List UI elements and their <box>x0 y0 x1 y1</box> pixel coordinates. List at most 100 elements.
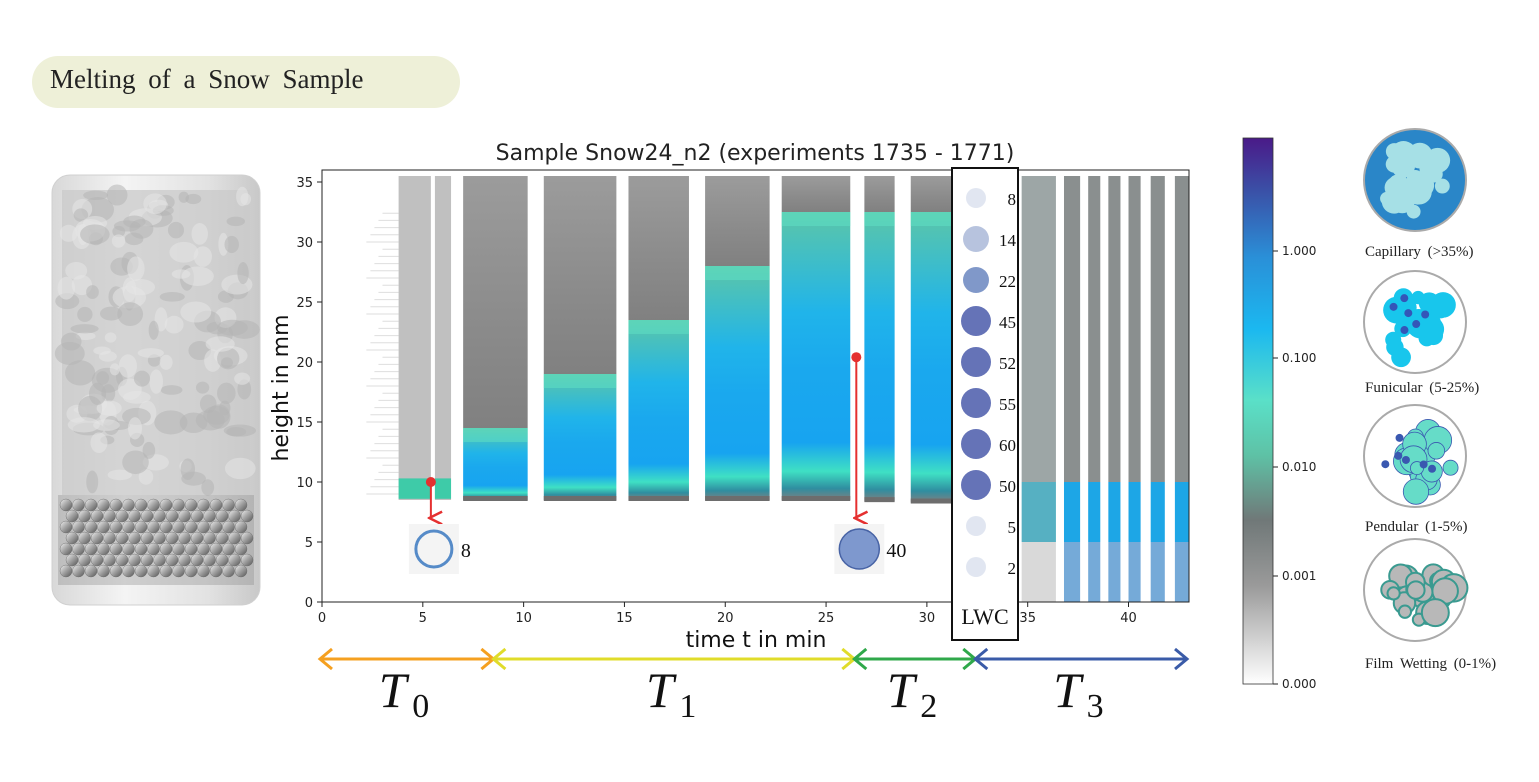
colorbar-tick-label: 0.000 <box>1282 677 1316 691</box>
lwc-value: 52 <box>999 354 1016 373</box>
regime-grain <box>1390 141 1417 168</box>
x-tick-label: 15 <box>616 611 633 626</box>
y-tick-label: 25 <box>296 296 313 311</box>
regime-grain <box>1431 301 1450 319</box>
regime-grain <box>1386 586 1401 601</box>
lwc-disc <box>961 429 991 459</box>
regime-diagram: Capillary (>35%) <box>1363 128 1474 260</box>
lwc-value: 5 <box>1008 518 1017 537</box>
regime-grain <box>1391 347 1411 368</box>
phase-subscript: 0 <box>412 688 429 725</box>
x-tick-label: 0 <box>318 611 326 626</box>
lwc-label: LWC <box>961 604 1008 629</box>
y-tick-label: 30 <box>296 236 313 251</box>
regime-label: Capillary (>35%) <box>1365 244 1474 260</box>
regime-legend: Capillary (>35%) Funicular (5-25%) Pendula… <box>1363 128 1496 672</box>
regime-pore <box>1412 320 1421 329</box>
x-tick-label: 20 <box>717 611 734 626</box>
x-tick-label: 40 <box>1120 611 1137 626</box>
y-tick-label: 10 <box>296 476 313 491</box>
regime-pore <box>1428 464 1437 473</box>
heatmap-column <box>434 176 452 500</box>
regime-grain <box>1385 331 1402 348</box>
phase-subscript: 3 <box>1087 688 1104 725</box>
phase-label: T <box>1053 662 1084 718</box>
regime-pore <box>1401 455 1410 464</box>
regime-label: Film Wetting (0-1%) <box>1365 656 1496 672</box>
heatmap-chart: Sample Snow24_n2 (experiments 1735 - 177… <box>269 141 1190 653</box>
regime-pore <box>1400 294 1409 303</box>
x-axis-label: time t in min <box>686 628 827 653</box>
phase-head-left <box>317 647 333 671</box>
x-tick-label: 30 <box>919 611 936 626</box>
phase-head-right <box>1174 647 1190 671</box>
y-tick-label: 15 <box>296 416 313 431</box>
heatmap-column <box>1063 176 1081 602</box>
snow-sample-cylinder <box>51 174 261 606</box>
lwc-disc <box>961 470 991 500</box>
lwc-disc <box>966 188 986 208</box>
lwc-disc <box>961 347 991 377</box>
lwc-disc <box>966 516 986 536</box>
lwc-value: 60 <box>999 436 1016 455</box>
colorbar-tick-label: 0.010 <box>1282 460 1316 474</box>
y-axis-label: height in mm <box>269 314 294 461</box>
regime-grain <box>1420 598 1450 628</box>
lwc-value: 2 <box>1008 559 1017 578</box>
page-title: Melting of a Snow Sample <box>50 64 364 94</box>
phase-label: T <box>379 662 410 718</box>
heatmap-bands <box>366 176 1189 602</box>
y-tick-label: 20 <box>296 356 313 371</box>
regime-pore <box>1419 460 1428 469</box>
regime-grain <box>1402 478 1430 505</box>
lwc-value: 8 <box>1008 190 1017 209</box>
heatmap-column <box>1021 176 1056 602</box>
regime-label: Pendular (1-5%) <box>1365 519 1468 535</box>
inset-marker <box>425 477 436 487</box>
regime-grain <box>1397 604 1413 619</box>
heatmap-column <box>628 176 689 501</box>
phase-head-left <box>851 647 868 671</box>
regime-pore <box>1394 451 1403 460</box>
colorbar-tick-label: 1.000 <box>1282 244 1316 258</box>
heatmap-column <box>781 176 851 501</box>
colorbar: 1.000 0.100 0.010 0.001 0.000 <box>1242 137 1316 691</box>
phase-head-left <box>972 647 989 671</box>
lwc-disc <box>961 306 991 336</box>
regime-pore <box>1404 309 1413 318</box>
colorbar-tick-label: 0.100 <box>1282 351 1316 365</box>
regime-pore <box>1381 460 1390 469</box>
heatmap-column <box>1108 176 1121 602</box>
chart-title: Sample Snow24_n2 (experiments 1735 - 177… <box>496 141 1015 166</box>
regime-grain <box>1406 311 1434 339</box>
lwc-disc <box>963 267 989 293</box>
lwc-value: 45 <box>999 313 1016 332</box>
regime-grain <box>1406 580 1426 600</box>
regime-label: Funicular (5-25%) <box>1365 380 1479 396</box>
heatmap-column <box>705 176 770 501</box>
colorbar-tick-label: 0.001 <box>1282 569 1316 583</box>
regime-pore <box>1389 302 1398 311</box>
x-tick-label: 35 <box>1019 611 1036 626</box>
regime-pore <box>1421 310 1430 319</box>
regime-grain <box>1419 161 1435 177</box>
lwc-disc <box>966 557 986 577</box>
phase-subscript: 1 <box>679 688 696 725</box>
x-tick-label: 10 <box>515 611 532 626</box>
regime-grain <box>1427 442 1446 460</box>
heatmap-column <box>463 176 528 501</box>
regime-grain <box>1381 189 1407 214</box>
y-tick-label: 0 <box>305 596 313 611</box>
lwc-value: 22 <box>999 272 1016 291</box>
insets: 8 40 <box>408 352 906 574</box>
regime-grain <box>1407 184 1428 205</box>
heatmap-column <box>398 176 431 500</box>
heatmap-column <box>1174 176 1189 602</box>
inset-marker <box>851 352 862 363</box>
title-pill <box>32 56 460 108</box>
